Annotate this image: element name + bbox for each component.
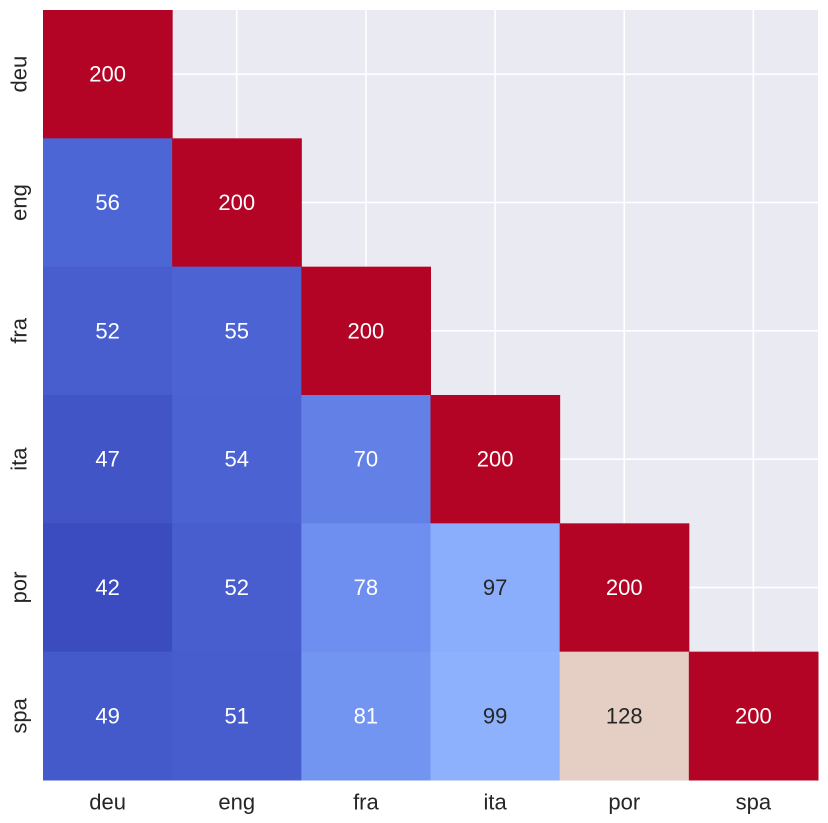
cell-label-fra-fra: 200 <box>348 318 385 343</box>
x-tick-label-por: por <box>608 790 640 815</box>
cell-label-ita-ita: 200 <box>477 447 514 472</box>
cell-label-por-eng: 52 <box>225 575 249 600</box>
x-tick-label-fra: fra <box>353 790 379 815</box>
cell-por-por <box>559 523 690 653</box>
cell-por-deu <box>43 523 173 653</box>
cell-label-spa-eng: 51 <box>225 703 249 728</box>
cell-por-eng <box>172 523 302 653</box>
cell-label-eng-deu: 56 <box>95 190 119 215</box>
cell-label-deu-deu: 200 <box>89 62 126 87</box>
cell-ita-eng <box>172 395 302 524</box>
cell-ita-deu <box>43 395 173 524</box>
cell-label-por-ita: 97 <box>483 575 507 600</box>
y-tick-label-por: por <box>7 572 32 604</box>
cell-eng-eng <box>172 138 302 268</box>
x-tick-label-deu: deu <box>89 790 126 815</box>
cell-deu-deu <box>43 10 173 139</box>
cell-label-ita-eng: 54 <box>225 447 249 472</box>
cell-ita-fra <box>301 395 431 524</box>
y-tick-label-deu: deu <box>7 56 32 93</box>
cell-fra-deu <box>43 266 173 396</box>
cell-label-ita-deu: 47 <box>95 447 119 472</box>
cell-por-ita <box>430 523 561 653</box>
y-tick-label-ita: ita <box>7 447 32 471</box>
cell-label-por-por: 200 <box>606 575 643 600</box>
cell-label-spa-por: 128 <box>606 703 643 728</box>
x-tick-label-eng: eng <box>218 790 255 815</box>
cell-label-eng-eng: 200 <box>218 190 255 215</box>
cell-spa-eng <box>172 651 302 781</box>
y-tick-label-spa: spa <box>7 697 32 733</box>
cell-spa-ita <box>430 651 561 781</box>
x-axis-ticks: deu eng fra ita por spa <box>89 790 772 815</box>
y-tick-label-eng: eng <box>7 184 32 221</box>
cell-label-por-deu: 42 <box>95 575 119 600</box>
cell-label-spa-spa: 200 <box>735 703 772 728</box>
cell-spa-deu <box>43 651 173 781</box>
cell-fra-fra <box>301 266 431 396</box>
cell-eng-deu <box>43 138 173 268</box>
cell-spa-spa <box>688 651 819 781</box>
cell-label-ita-fra: 70 <box>354 447 378 472</box>
cell-ita-ita <box>430 395 561 524</box>
cell-label-spa-ita: 99 <box>483 703 507 728</box>
x-tick-label-ita: ita <box>483 790 507 815</box>
cell-label-por-fra: 78 <box>354 575 378 600</box>
cell-label-fra-deu: 52 <box>95 318 119 343</box>
y-axis-ticks: deu eng fra ita por spa <box>7 56 32 734</box>
cell-label-spa-deu: 49 <box>95 703 119 728</box>
cell-label-spa-fra: 81 <box>354 703 378 728</box>
heatmap-cells: 200 56 200 52 55 200 47 54 70 200 42 52 78 97 200 49 51 8… <box>43 10 819 781</box>
cell-por-fra <box>301 523 431 653</box>
cell-spa-fra <box>301 651 431 781</box>
y-tick-label-fra: fra <box>7 317 32 343</box>
cell-fra-eng <box>172 266 302 396</box>
cell-label-fra-eng: 55 <box>225 318 249 343</box>
cell-spa-por <box>559 651 690 781</box>
x-tick-label-spa: spa <box>736 790 772 815</box>
